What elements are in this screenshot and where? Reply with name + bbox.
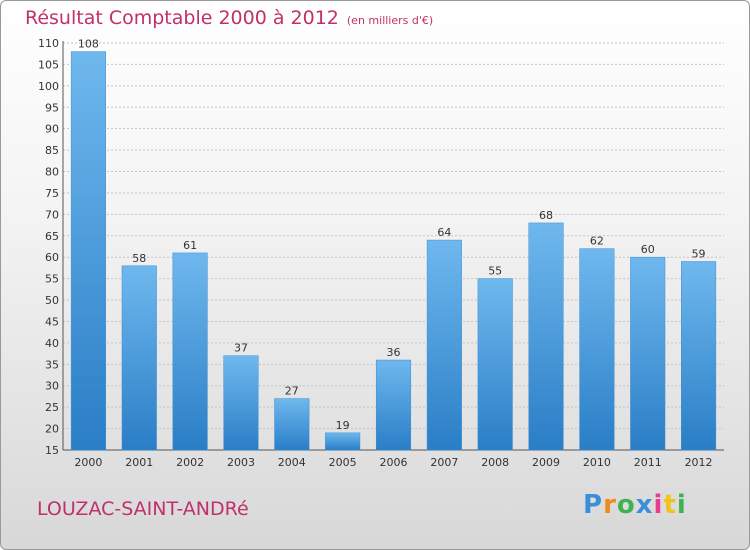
y-tick-label: 45 xyxy=(45,315,59,328)
x-tick-label: 2012 xyxy=(685,456,713,469)
y-tick-label: 20 xyxy=(45,423,59,436)
y-tick-label: 95 xyxy=(45,101,59,114)
data-label: 59 xyxy=(692,247,706,260)
data-label: 58 xyxy=(132,252,146,265)
brand-letter: t xyxy=(663,490,677,520)
y-tick-label: 110 xyxy=(38,37,59,50)
data-label: 19 xyxy=(336,419,350,432)
x-tick-label: 2001 xyxy=(125,456,153,469)
y-tick-label: 60 xyxy=(45,251,59,264)
y-tick-label: 50 xyxy=(45,294,59,307)
data-label: 55 xyxy=(488,265,502,278)
y-tick-label: 90 xyxy=(45,123,59,136)
x-tick-label: 2007 xyxy=(430,456,458,469)
commune-name: LOUZAC-SAINT-ANDRé xyxy=(37,498,249,520)
y-tick-label: 80 xyxy=(45,166,59,179)
y-tick-label: 40 xyxy=(45,337,59,350)
x-tick-label: 2010 xyxy=(583,456,611,469)
y-tick-label: 35 xyxy=(45,358,59,371)
x-tick-label: 2003 xyxy=(227,456,255,469)
bar xyxy=(630,256,666,451)
y-tick-label: 85 xyxy=(45,144,59,157)
brand-letter: o xyxy=(616,490,636,520)
bar xyxy=(70,51,106,451)
x-tick-label: 2005 xyxy=(329,456,357,469)
y-tick-label: 55 xyxy=(45,273,59,286)
data-label: 60 xyxy=(641,243,655,256)
chart-title: Résultat Comptable 2000 à 2012 (en millie… xyxy=(25,7,433,29)
y-tick-label: 25 xyxy=(45,401,59,414)
y-tick-label: 15 xyxy=(45,444,59,457)
bar xyxy=(172,252,208,451)
x-tick-label: 2004 xyxy=(278,456,306,469)
y-tick-label: 105 xyxy=(38,58,59,71)
data-label: 64 xyxy=(437,226,451,239)
data-label: 68 xyxy=(539,209,553,222)
y-tick-label: 75 xyxy=(45,187,59,200)
brand-letter: r xyxy=(603,490,617,520)
chart-subtitle: (en milliers d'€) xyxy=(346,14,434,27)
brand-logo: Proxiti xyxy=(583,490,687,520)
bar xyxy=(681,261,717,451)
brand-letter: i xyxy=(676,490,687,520)
x-tick-label: 2002 xyxy=(176,456,204,469)
y-tick-label: 70 xyxy=(45,208,59,221)
data-label: 37 xyxy=(234,342,248,355)
brand-letter: x xyxy=(635,490,654,520)
x-tick-label: 2000 xyxy=(74,456,102,469)
bar xyxy=(375,359,412,451)
y-tick-label: 65 xyxy=(45,230,59,243)
bar xyxy=(223,355,259,451)
x-tick-label: 2011 xyxy=(634,456,662,469)
brand-letter: i xyxy=(653,490,664,520)
bar xyxy=(121,265,157,451)
bar xyxy=(274,398,310,451)
data-label: 36 xyxy=(387,346,401,359)
x-tick-label: 2008 xyxy=(481,456,509,469)
data-label: 61 xyxy=(183,239,197,252)
bar xyxy=(528,222,564,451)
data-label: 27 xyxy=(285,385,299,398)
brand-letter: P xyxy=(583,490,604,520)
y-tick-label: 100 xyxy=(38,80,59,93)
x-tick-label: 2006 xyxy=(380,456,408,469)
bar xyxy=(579,248,615,451)
bar xyxy=(477,278,513,451)
x-tick-label: 2009 xyxy=(532,456,560,469)
title-text: Résultat Comptable 2000 à 2012 xyxy=(25,7,339,29)
bar xyxy=(325,432,361,451)
data-label: 108 xyxy=(78,38,99,51)
y-tick-label: 30 xyxy=(45,380,59,393)
data-label: 62 xyxy=(590,235,604,248)
bar xyxy=(426,239,462,451)
